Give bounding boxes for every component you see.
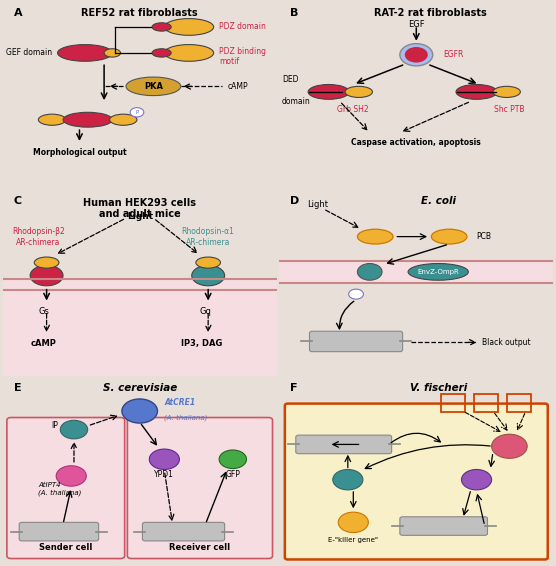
Text: GFP: GFP: [225, 470, 240, 479]
Ellipse shape: [456, 84, 497, 99]
Text: Light: Light: [127, 212, 153, 221]
Text: YPD1: YPD1: [155, 470, 174, 479]
Text: Grb SH2: Grb SH2: [337, 105, 369, 114]
Text: AtCRE1: AtCRE1: [165, 398, 196, 408]
Text: (A. thaliana): (A. thaliana): [165, 415, 208, 421]
Text: E: E: [14, 383, 21, 393]
FancyBboxPatch shape: [279, 261, 553, 283]
Text: Rhodopsin-β2
AR-chimera: Rhodopsin-β2 AR-chimera: [12, 228, 64, 247]
Text: D: D: [290, 196, 300, 206]
Ellipse shape: [308, 84, 349, 99]
FancyBboxPatch shape: [7, 418, 125, 559]
Text: Gs: Gs: [38, 307, 49, 316]
Text: EGF: EGF: [408, 20, 425, 28]
Ellipse shape: [165, 19, 214, 35]
Text: PCB: PCB: [476, 232, 492, 241]
FancyBboxPatch shape: [19, 522, 98, 541]
Circle shape: [56, 466, 86, 486]
Text: domain: domain: [282, 97, 311, 106]
Ellipse shape: [196, 257, 221, 268]
Text: Sender cell: Sender cell: [39, 543, 92, 552]
FancyBboxPatch shape: [142, 522, 225, 541]
Ellipse shape: [152, 23, 171, 31]
Text: AHL: AHL: [502, 443, 517, 449]
Ellipse shape: [110, 114, 137, 125]
Circle shape: [60, 421, 88, 439]
Text: PDZ binding
motif: PDZ binding motif: [219, 47, 266, 66]
FancyBboxPatch shape: [127, 418, 272, 559]
Text: Shc PTB: Shc PTB: [494, 105, 525, 114]
Ellipse shape: [58, 45, 112, 61]
FancyBboxPatch shape: [296, 435, 391, 454]
Circle shape: [333, 469, 363, 490]
Circle shape: [150, 449, 180, 469]
Ellipse shape: [38, 114, 66, 125]
Circle shape: [130, 108, 144, 117]
Text: Human HEK293 cells
and adult mice: Human HEK293 cells and adult mice: [83, 198, 196, 219]
Text: GEF domain: GEF domain: [6, 49, 52, 57]
Text: Gq: Gq: [200, 307, 212, 316]
Text: LuxI: LuxI: [468, 477, 485, 483]
Text: Caspase activation, apoptosis: Caspase activation, apoptosis: [351, 138, 481, 147]
Circle shape: [338, 512, 369, 533]
Text: Rhodopsin-α1
AR-chimera: Rhodopsin-α1 AR-chimera: [182, 228, 235, 247]
Text: cAMP: cAMP: [30, 338, 56, 348]
Text: S. cerevisiae: S. cerevisiae: [102, 383, 177, 393]
Ellipse shape: [408, 264, 468, 280]
Ellipse shape: [126, 77, 181, 96]
Circle shape: [461, 469, 492, 490]
Text: IP: IP: [51, 421, 58, 430]
Text: Receiver cell: Receiver cell: [170, 543, 231, 552]
Text: E. coli: E. coli: [421, 196, 456, 206]
Text: V. fischeri: V. fischeri: [410, 383, 467, 393]
Text: PKA: PKA: [144, 82, 163, 91]
Text: DED: DED: [282, 75, 299, 84]
Circle shape: [349, 289, 364, 299]
Text: P: P: [354, 291, 358, 297]
Ellipse shape: [192, 265, 225, 286]
Circle shape: [492, 434, 527, 458]
Ellipse shape: [493, 87, 520, 97]
Ellipse shape: [34, 257, 59, 268]
Ellipse shape: [152, 49, 171, 57]
FancyBboxPatch shape: [285, 404, 548, 559]
Text: PDZ domain: PDZ domain: [219, 23, 266, 32]
Text: EGFR: EGFR: [444, 50, 464, 59]
Ellipse shape: [358, 229, 393, 244]
Text: EnvZ-OmpR: EnvZ-OmpR: [418, 269, 459, 275]
Text: REF52 rat fibroblasts: REF52 rat fibroblasts: [81, 8, 198, 19]
Circle shape: [400, 44, 433, 66]
Ellipse shape: [104, 49, 121, 57]
Ellipse shape: [63, 112, 112, 127]
Text: B: B: [290, 8, 299, 19]
Circle shape: [358, 264, 382, 280]
Text: E-"killer gene": E-"killer gene": [328, 537, 378, 543]
Text: C: C: [14, 196, 22, 206]
Text: (A. thaliana): (A. thaliana): [38, 489, 82, 496]
FancyBboxPatch shape: [310, 331, 403, 351]
FancyBboxPatch shape: [3, 279, 277, 376]
Text: LuxR: LuxR: [338, 477, 358, 483]
Ellipse shape: [165, 45, 214, 61]
Text: Light: Light: [307, 199, 328, 208]
Text: cAMP: cAMP: [227, 82, 248, 91]
Text: P: P: [135, 110, 138, 115]
Text: Black output: Black output: [482, 338, 530, 347]
Text: RAT-2 rat fibroblasts: RAT-2 rat fibroblasts: [374, 8, 486, 19]
Circle shape: [405, 47, 428, 63]
Text: A: A: [14, 8, 22, 19]
FancyBboxPatch shape: [400, 517, 488, 535]
Text: AtIPT4: AtIPT4: [38, 482, 61, 487]
Text: F: F: [290, 383, 298, 393]
Ellipse shape: [345, 87, 373, 97]
Text: Morphological output: Morphological output: [33, 148, 126, 157]
Circle shape: [122, 399, 157, 423]
Text: IP3, DAG: IP3, DAG: [181, 338, 222, 348]
Circle shape: [219, 450, 246, 469]
Ellipse shape: [431, 229, 467, 244]
Ellipse shape: [30, 265, 63, 286]
